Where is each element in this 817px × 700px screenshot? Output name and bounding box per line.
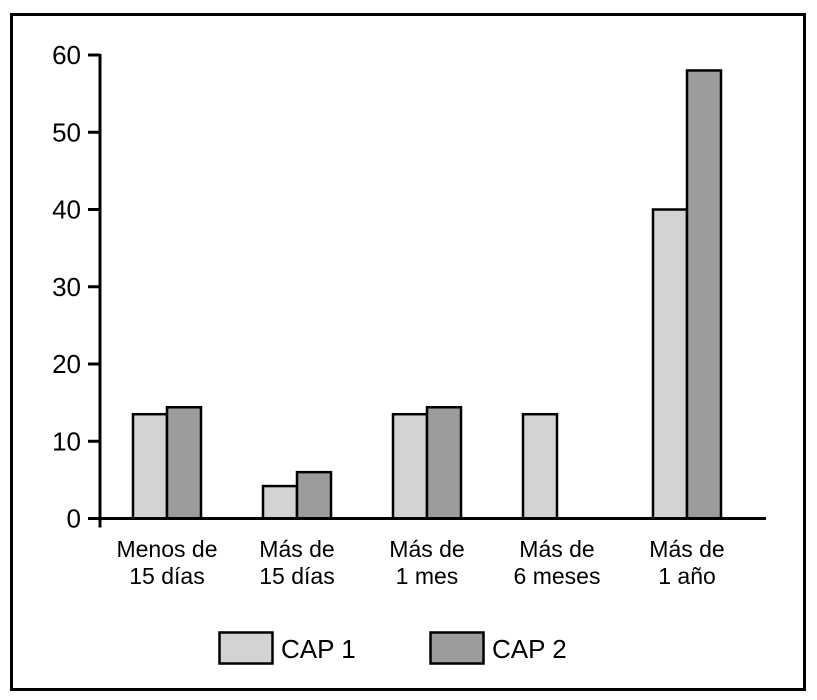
y-axis-tick-label: 10: [52, 426, 81, 456]
x-axis-label: Más de 15 días: [259, 536, 334, 589]
bar-series1-cat2: [261, 484, 299, 520]
bar-series2-cat5: [685, 69, 723, 520]
bar-series1-cat1: [131, 412, 169, 520]
legend-label-cap-1: CAP 1: [281, 634, 356, 664]
x-axis-label: Más de 6 meses: [514, 536, 601, 589]
y-axis-tick-label: 30: [52, 272, 81, 302]
x-axis-label: Más de 1 mes: [389, 536, 464, 589]
axes-layer: 0 10 20 30 40 50 60: [52, 40, 766, 534]
y-axis-tick-label: 60: [52, 40, 81, 70]
bars-layer: [131, 69, 723, 520]
bar-series1-cat5: [651, 208, 689, 520]
y-axis-tick-label: 50: [52, 117, 81, 147]
y-axis-tick-label: 40: [52, 195, 81, 225]
x-axis-labels: Menos de 15 días Más de 15 días Más de 1 mes M…: [116, 536, 724, 589]
legend-label-cap-2: CAP 2: [492, 634, 567, 664]
y-axis-tick-label: 0: [67, 504, 81, 534]
y-axis-tick-label: 20: [52, 349, 81, 379]
legend-swatch-cap-2: [429, 631, 485, 665]
bar-series1-cat4: [521, 412, 559, 520]
bar-series2-cat1: [165, 406, 203, 520]
legend-swatch-cap-1: [218, 631, 274, 665]
bar-series1-cat3: [391, 412, 429, 520]
x-axis-label: Más de 1 año: [649, 536, 724, 589]
bar-series2-cat3: [425, 406, 463, 520]
bar-series2-cat2: [295, 470, 333, 520]
x-axis-label: Menos de 15 días: [116, 536, 217, 589]
legend: CAP 1 CAP 2: [218, 631, 567, 665]
